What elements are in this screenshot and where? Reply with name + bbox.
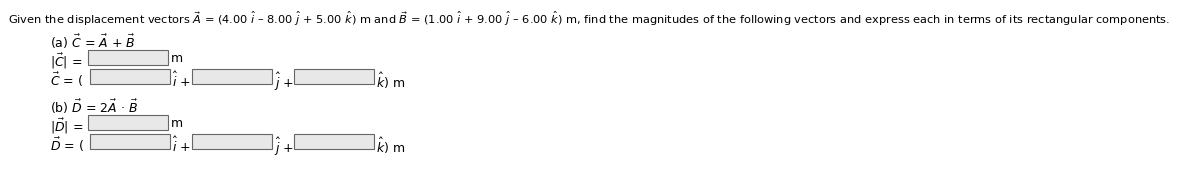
Text: m: m (172, 52, 184, 65)
Text: $\vec{D}$ = (: $\vec{D}$ = ( (50, 136, 84, 154)
Text: $\hat{k}$) m: $\hat{k}$) m (376, 71, 406, 91)
Text: $\hat{k}$) m: $\hat{k}$) m (376, 136, 406, 156)
Text: $|\vec{D}|$ =: $|\vec{D}|$ = (50, 117, 83, 136)
FancyBboxPatch shape (192, 134, 272, 149)
FancyBboxPatch shape (88, 50, 168, 65)
Text: Given the displacement vectors $\vec{A}$ = (4.00 $\hat{i}$ – 8.00 $\hat{j}$ + 5.: Given the displacement vectors $\vec{A}$… (8, 10, 1170, 28)
Text: $\hat{i}$ +: $\hat{i}$ + (172, 71, 191, 90)
Text: (b) $\vec{D}$ = 2$\vec{A}$ · $\vec{B}$: (b) $\vec{D}$ = 2$\vec{A}$ · $\vec{B}$ (50, 98, 138, 116)
Text: $|\vec{C}|$ =: $|\vec{C}|$ = (50, 52, 83, 71)
Text: $\hat{j}$ +: $\hat{j}$ + (274, 71, 294, 93)
Text: m: m (172, 117, 184, 130)
FancyBboxPatch shape (192, 69, 272, 84)
FancyBboxPatch shape (294, 69, 374, 84)
FancyBboxPatch shape (90, 69, 170, 84)
FancyBboxPatch shape (294, 134, 374, 149)
Text: (a) $\vec{C}$ = $\vec{A}$ + $\vec{B}$: (a) $\vec{C}$ = $\vec{A}$ + $\vec{B}$ (50, 33, 136, 51)
Text: $\hat{j}$ +: $\hat{j}$ + (274, 136, 294, 158)
Text: $\hat{i}$ +: $\hat{i}$ + (172, 136, 191, 155)
FancyBboxPatch shape (88, 115, 168, 130)
FancyBboxPatch shape (90, 134, 170, 149)
Text: $\vec{C}$ = (: $\vec{C}$ = ( (50, 71, 83, 89)
